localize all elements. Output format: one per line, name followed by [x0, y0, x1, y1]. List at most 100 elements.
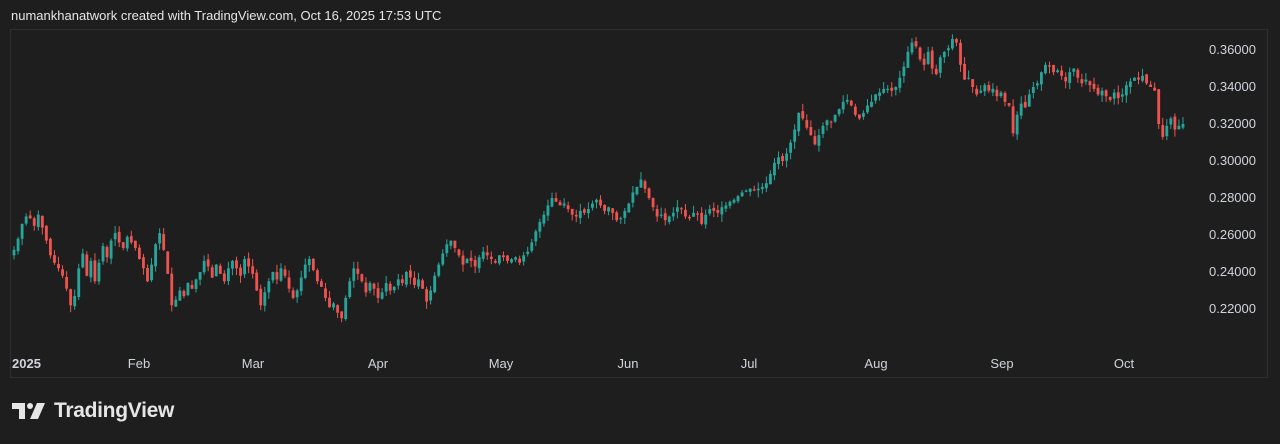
candle-body	[226, 268, 230, 282]
candle	[324, 282, 327, 302]
candle-body	[210, 267, 214, 278]
candle	[170, 267, 174, 312]
candle	[983, 83, 987, 96]
tradingview-logo[interactable]: TradingView	[12, 397, 174, 425]
candle-body	[1112, 92, 1116, 99]
candle-body	[481, 251, 485, 259]
candle-body	[477, 257, 481, 269]
candle	[777, 151, 780, 170]
candle	[226, 261, 230, 286]
candle-body	[1157, 89, 1161, 124]
candle-body	[404, 272, 408, 285]
candle-body	[862, 112, 865, 117]
candle-body	[777, 157, 780, 164]
candle-body	[392, 286, 396, 291]
candle-body	[1015, 114, 1019, 135]
candle	[287, 270, 291, 293]
candle	[538, 218, 542, 238]
candle	[198, 271, 202, 286]
candle	[279, 263, 283, 282]
candle-body	[1048, 65, 1051, 67]
candle-body	[615, 212, 619, 221]
candle-body	[979, 90, 983, 93]
candle-body	[380, 292, 384, 299]
candle-body	[77, 268, 81, 298]
candle-body	[951, 38, 954, 49]
candle	[959, 39, 962, 72]
candle-body	[967, 77, 971, 79]
candle	[1181, 117, 1185, 130]
candle-body	[971, 79, 975, 87]
candle	[332, 301, 335, 311]
candle-body	[793, 129, 797, 142]
candle	[137, 244, 141, 260]
candle	[340, 311, 344, 323]
candle	[862, 110, 865, 120]
candle-body	[898, 77, 902, 88]
candle	[720, 201, 724, 222]
candle	[166, 250, 170, 275]
candle	[437, 262, 441, 278]
candle-body	[744, 190, 748, 192]
candle-body	[198, 272, 202, 280]
candle-body	[975, 88, 979, 95]
candle	[1088, 80, 1092, 92]
candle-body	[623, 210, 627, 218]
candle-body	[174, 299, 178, 307]
x-tick-label: 2025	[12, 356, 41, 371]
candle	[712, 202, 716, 218]
candle	[554, 192, 558, 203]
candle	[1120, 88, 1124, 103]
candle-body	[400, 279, 404, 284]
candle-body	[85, 254, 89, 276]
candle	[874, 93, 877, 104]
candle-body	[510, 259, 513, 263]
candle-body	[89, 260, 93, 278]
candle-body	[497, 255, 501, 264]
candle	[231, 260, 234, 276]
candle	[870, 94, 873, 108]
candle	[922, 53, 926, 71]
candle-body	[764, 183, 768, 189]
candle-body	[20, 223, 24, 239]
candle	[744, 189, 748, 193]
candle-body	[1145, 74, 1148, 84]
candle	[85, 251, 89, 277]
chart-panel[interactable]	[10, 29, 1268, 378]
candle-body	[647, 188, 651, 198]
candle-body	[425, 289, 429, 302]
candle-body	[433, 275, 437, 293]
candle-body	[712, 207, 716, 211]
candle	[708, 204, 712, 216]
candle	[429, 285, 433, 305]
candle-body	[1019, 103, 1023, 116]
candle-body	[1153, 87, 1157, 91]
candle	[380, 288, 384, 300]
candle-body	[469, 257, 473, 261]
candle-body	[591, 203, 594, 208]
candle	[845, 94, 849, 105]
candle	[372, 282, 376, 296]
candle	[303, 258, 307, 280]
candle-body	[263, 292, 267, 306]
candle	[61, 265, 64, 279]
candle-body	[1068, 72, 1072, 83]
candle-body	[1092, 83, 1096, 89]
candle-body	[178, 290, 182, 301]
candle-body	[603, 204, 606, 211]
candle	[222, 270, 226, 285]
tradingview-logo-text: TradingView	[54, 399, 175, 422]
candle	[125, 235, 129, 252]
candle-body	[1035, 83, 1039, 86]
candle	[247, 252, 251, 274]
candle	[1128, 78, 1132, 94]
candle-body	[336, 305, 340, 313]
candle	[251, 258, 255, 279]
candle-body	[934, 68, 938, 75]
candle-body	[44, 225, 48, 241]
candle-body	[870, 101, 873, 107]
candle-body	[983, 85, 987, 92]
candle	[514, 256, 517, 263]
x-tick-label: Sep	[990, 356, 1013, 371]
